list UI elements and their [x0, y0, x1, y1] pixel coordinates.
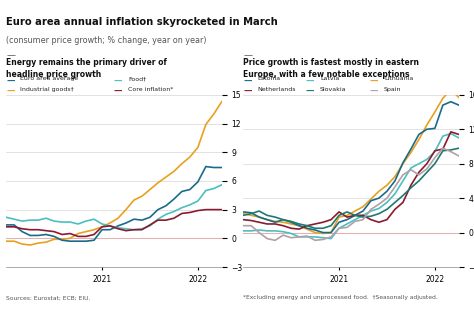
Text: —: —: [6, 87, 15, 95]
Text: —: —: [370, 87, 378, 95]
Text: Food†: Food†: [128, 76, 146, 82]
Text: Sources: Eurostat; ECB; EIU.: Sources: Eurostat; ECB; EIU.: [6, 295, 91, 301]
Text: —: —: [6, 76, 15, 85]
Text: Slovakia: Slovakia: [320, 87, 346, 92]
Text: Latvia: Latvia: [320, 76, 339, 82]
Text: Netherlands: Netherlands: [257, 87, 296, 92]
Text: —: —: [6, 51, 15, 60]
Text: Euro area average: Euro area average: [20, 76, 79, 82]
Text: Core inflation*: Core inflation*: [128, 87, 173, 92]
Text: Euro area annual inflation skyrocketed in March: Euro area annual inflation skyrocketed i…: [6, 17, 278, 27]
Text: Lithuania: Lithuania: [384, 76, 413, 82]
Text: Energy remains the primary driver of
headline price growth: Energy remains the primary driver of hea…: [6, 58, 167, 79]
Text: —: —: [243, 51, 252, 60]
Text: Price growth is fastest mostly in eastern
Europe, with a few notable exceptions: Price growth is fastest mostly in easter…: [243, 58, 419, 79]
Text: —: —: [243, 76, 252, 85]
Text: Estonia: Estonia: [257, 76, 281, 82]
Text: Industrial goods†: Industrial goods†: [20, 87, 74, 92]
Text: Spain: Spain: [384, 87, 401, 92]
Text: —: —: [114, 87, 122, 95]
Text: —: —: [114, 76, 122, 85]
Text: *Excluding energy and unprocessed food.  †Seasonally adjusted.: *Excluding energy and unprocessed food. …: [243, 295, 438, 301]
Text: —: —: [370, 76, 378, 85]
Text: (consumer price growth; % change, year on year): (consumer price growth; % change, year o…: [6, 36, 207, 45]
Text: —: —: [306, 76, 314, 85]
Text: —: —: [243, 87, 252, 95]
Text: —: —: [306, 87, 314, 95]
